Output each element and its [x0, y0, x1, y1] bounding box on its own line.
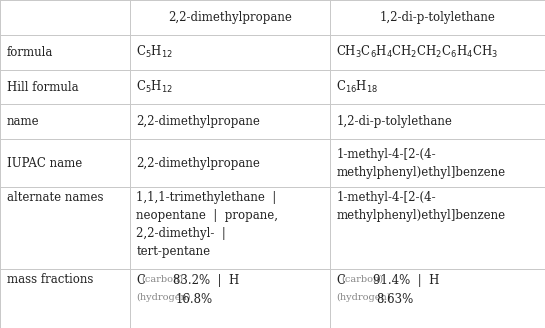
Text: 2,2-dimethylpropane: 2,2-dimethylpropane [136, 156, 260, 170]
Text: (carbon): (carbon) [342, 274, 384, 283]
Text: 1,2-di-p-tolylethane: 1,2-di-p-tolylethane [379, 11, 495, 24]
Text: 2,2-dimethylpropane: 2,2-dimethylpropane [136, 115, 260, 128]
Text: mass fractions: mass fractions [7, 273, 93, 286]
Text: alternate names: alternate names [7, 191, 103, 204]
Text: 1-methyl-4-[2-(4-
methylphenyl)ethyl]benzene: 1-methyl-4-[2-(4- methylphenyl)ethyl]ben… [336, 148, 505, 178]
Text: 8.63%: 8.63% [376, 293, 413, 306]
Text: C$_5$H$_{12}$: C$_5$H$_{12}$ [136, 44, 173, 60]
Text: 1-methyl-4-[2-(4-
methylphenyl)ethyl]benzene: 1-methyl-4-[2-(4- methylphenyl)ethyl]ben… [336, 191, 505, 222]
Text: formula: formula [7, 46, 53, 59]
Text: C: C [136, 274, 146, 287]
Text: 91.4%  |  H: 91.4% | H [373, 274, 440, 287]
Text: IUPAC name: IUPAC name [7, 156, 82, 170]
Text: (carbon): (carbon) [142, 274, 184, 283]
Text: 1,1,1-trimethylethane  |
neopentane  |  propane,
2,2-dimethyl-  |
tert-pentane: 1,1,1-trimethylethane | neopentane | pro… [136, 191, 278, 258]
Text: (hydrogen): (hydrogen) [136, 293, 191, 302]
Text: Hill formula: Hill formula [7, 81, 78, 93]
Text: C: C [336, 274, 346, 287]
Text: CH$_3$C$_6$H$_4$CH$_2$CH$_2$C$_6$H$_4$CH$_3$: CH$_3$C$_6$H$_4$CH$_2$CH$_2$C$_6$H$_4$CH… [336, 44, 498, 60]
Text: 1,2-di-p-tolylethane: 1,2-di-p-tolylethane [336, 115, 452, 128]
Text: name: name [7, 115, 39, 128]
Text: C$_5$H$_{12}$: C$_5$H$_{12}$ [136, 79, 173, 95]
Text: 2,2-dimethylpropane: 2,2-dimethylpropane [168, 11, 292, 24]
Text: (hydrogen): (hydrogen) [336, 293, 391, 302]
Text: C$_{16}$H$_{18}$: C$_{16}$H$_{18}$ [336, 79, 378, 95]
Text: 83.2%  |  H: 83.2% | H [173, 274, 240, 287]
Text: 16.8%: 16.8% [176, 293, 213, 306]
